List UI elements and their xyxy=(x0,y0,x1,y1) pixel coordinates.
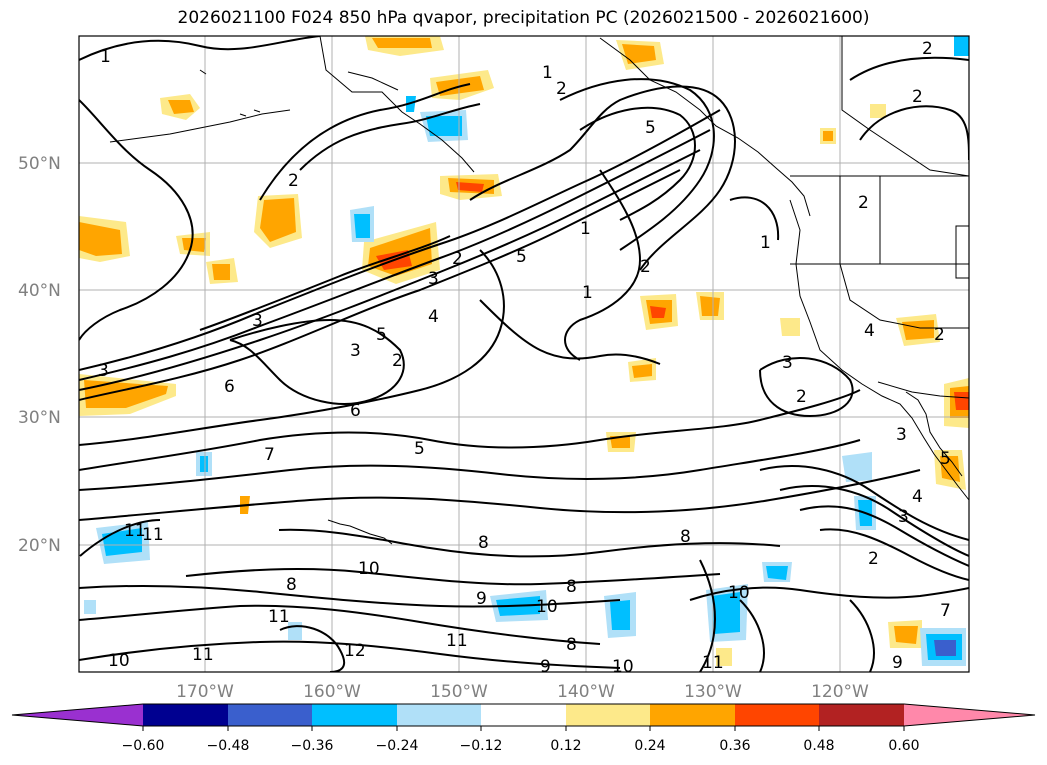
contour-label: 10 xyxy=(536,597,558,617)
contour-label: 9 xyxy=(892,653,903,673)
contour-label: 1 xyxy=(760,233,771,253)
contour-label: 1 xyxy=(542,63,553,83)
contour-label: 7 xyxy=(940,601,951,621)
colorbar-segment xyxy=(735,704,819,726)
map-title: 2026021100 F024 850 hPa qvapor, precipit… xyxy=(177,8,870,28)
contour-label: 5 xyxy=(940,449,951,469)
latitude-labels: 50°N 40°N 30°N 20°N xyxy=(18,154,61,556)
contour-label: 2 xyxy=(452,249,463,269)
contour-label: 3 xyxy=(252,311,263,331)
lat-label: 20°N xyxy=(18,536,61,556)
contour-label-group: 1 2 1 2 5 2 2 2 3 2 5 1 1 1 2 3 4 3 2 3 … xyxy=(98,39,951,677)
colorbar-tick-label: 0.24 xyxy=(634,738,665,754)
contour-lines xyxy=(79,36,969,672)
colorbar-tick-label: −0.48 xyxy=(207,738,250,754)
precip-shading xyxy=(79,36,969,666)
contour-label: 2 xyxy=(912,87,923,107)
contour-label: 1 xyxy=(100,47,111,67)
contour-label: 9 xyxy=(540,657,551,677)
contour-label: 10 xyxy=(108,651,130,671)
grid-lines xyxy=(79,36,969,672)
contour-label: 5 xyxy=(376,325,387,345)
contour-label: 11 xyxy=(142,525,164,545)
coastlines xyxy=(109,36,969,545)
lon-label: 130°W xyxy=(684,682,742,702)
contour-label: 3 xyxy=(896,425,907,445)
colorbar-segment xyxy=(397,704,481,726)
contour-label: 11 xyxy=(192,645,214,665)
colorbar-segment xyxy=(143,704,228,726)
contour-label: 4 xyxy=(912,487,923,507)
contour-label: 5 xyxy=(645,118,656,138)
contour-label: 4 xyxy=(864,321,875,341)
contour-label: 1 xyxy=(582,283,593,303)
colorbar-extend-low xyxy=(12,704,143,726)
contour-label: 6 xyxy=(224,377,235,397)
colorbar-extend-high xyxy=(904,704,1035,726)
contour-label: 3 xyxy=(350,341,361,361)
contour-label: 10 xyxy=(612,657,634,677)
map-frame xyxy=(78,35,970,673)
colorbar-tick-label: 0.36 xyxy=(719,738,750,754)
contour-label: 2 xyxy=(556,79,567,99)
contour-label: 8 xyxy=(566,577,577,597)
colorbar-tick-label: 0.12 xyxy=(550,738,581,754)
contour-label: 3 xyxy=(98,361,109,381)
contour-label: 10 xyxy=(728,583,750,603)
contour-label: 1 xyxy=(580,219,591,239)
map-area: 1 2 1 2 5 2 2 2 3 2 5 1 1 1 2 3 4 3 2 3 … xyxy=(79,36,969,677)
colorbar-segment xyxy=(481,704,566,726)
contour-label: 3 xyxy=(898,507,909,527)
contour-label: 4 xyxy=(428,307,439,327)
colorbar-tick-label: −0.24 xyxy=(376,738,419,754)
colorbar-tick-label: 0.48 xyxy=(803,738,834,754)
contour-label: 3 xyxy=(782,353,793,373)
contour-label: 8 xyxy=(478,533,489,553)
contour-label: 11 xyxy=(268,607,290,627)
colorbar-tick-label: −0.60 xyxy=(122,738,165,754)
contour-label: 6 xyxy=(350,401,361,421)
colorbar-tick-label: −0.12 xyxy=(460,738,503,754)
lon-label: 120°W xyxy=(811,682,869,702)
contour-label: 8 xyxy=(680,527,691,547)
contour-label: 11 xyxy=(702,653,724,673)
colorbar-segment xyxy=(650,704,735,726)
contour-label: 2 xyxy=(934,325,945,345)
contour-label: 9 xyxy=(476,589,487,609)
contour-label: 2 xyxy=(922,39,933,59)
contour-label: 8 xyxy=(566,635,577,655)
colorbar-segment xyxy=(228,704,312,726)
lon-label: 140°W xyxy=(557,682,615,702)
colorbar: −0.60 −0.48 −0.36 −0.24 −0.12 0.12 0.24 … xyxy=(11,703,1036,754)
lat-label: 30°N xyxy=(18,408,61,428)
lon-label: 170°W xyxy=(176,682,234,702)
contour-label: 5 xyxy=(414,439,425,459)
contour-label: 2 xyxy=(392,351,403,371)
contour-label: 7 xyxy=(264,445,275,465)
contour-label: 12 xyxy=(344,641,366,661)
contour-label: 5 xyxy=(516,247,527,267)
contour-label: 11 xyxy=(124,521,146,541)
contour-label: 3 xyxy=(428,269,439,289)
contour-label: 10 xyxy=(358,559,380,579)
contour-label: 11 xyxy=(446,631,468,651)
colorbar-segment xyxy=(312,704,397,726)
lat-label: 40°N xyxy=(18,281,61,301)
lon-label: 150°W xyxy=(430,682,488,702)
contour-label: 8 xyxy=(286,575,297,595)
contour-label: 2 xyxy=(796,387,807,407)
longitude-labels: 170°W 160°W 150°W 140°W 130°W 120°W xyxy=(176,682,869,702)
lon-label: 160°W xyxy=(303,682,361,702)
colorbar-segment xyxy=(819,704,904,726)
contour-label: 2 xyxy=(288,171,299,191)
contour-label: 2 xyxy=(858,193,869,213)
colorbar-tick-label: −0.36 xyxy=(291,738,334,754)
contour-label: 2 xyxy=(868,549,879,569)
colorbar-segment xyxy=(566,704,650,726)
lat-label: 50°N xyxy=(18,154,61,174)
colorbar-tick-label: 0.60 xyxy=(888,738,919,754)
contour-label: 2 xyxy=(640,257,651,277)
